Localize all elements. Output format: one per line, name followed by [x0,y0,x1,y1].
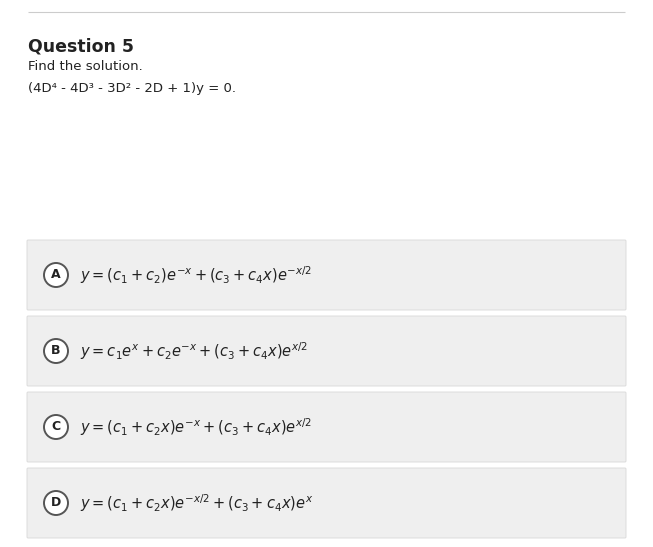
Text: $y = c_1e^{x}+c_2e^{-x}+ (c_3+c_4x)e^{x/2}$: $y = c_1e^{x}+c_2e^{-x}+ (c_3+c_4x)e^{x/… [80,340,308,362]
Text: A: A [51,269,61,282]
Circle shape [44,415,68,439]
Text: D: D [51,497,61,509]
Circle shape [44,491,68,515]
Text: Find the solution.: Find the solution. [28,60,143,73]
FancyBboxPatch shape [27,392,626,462]
Text: $y = (c_1+c_2x)e^{-x/2}+ (c_3+c_4x)e^{x}$: $y = (c_1+c_2x)e^{-x/2}+ (c_3+c_4x)e^{x}… [80,492,313,514]
FancyBboxPatch shape [27,316,626,386]
Text: B: B [51,345,61,358]
FancyBboxPatch shape [27,240,626,310]
Text: C: C [52,421,61,434]
Text: (4D⁴ - 4D³ - 3D² - 2D + 1)y = 0.: (4D⁴ - 4D³ - 3D² - 2D + 1)y = 0. [28,82,236,95]
Circle shape [44,339,68,363]
FancyBboxPatch shape [27,468,626,538]
Text: $y = (c_1+c_2)e^{-x}+ (c_3+c_4x)e^{-x/2}$: $y = (c_1+c_2)e^{-x}+ (c_3+c_4x)e^{-x/2}… [80,264,312,286]
Text: $y = (c_1+c_2x)e^{-x}+ (c_3+c_4x)e^{x/2}$: $y = (c_1+c_2x)e^{-x}+ (c_3+c_4x)e^{x/2}… [80,416,312,438]
Text: Question 5: Question 5 [28,37,134,55]
Circle shape [44,263,68,287]
